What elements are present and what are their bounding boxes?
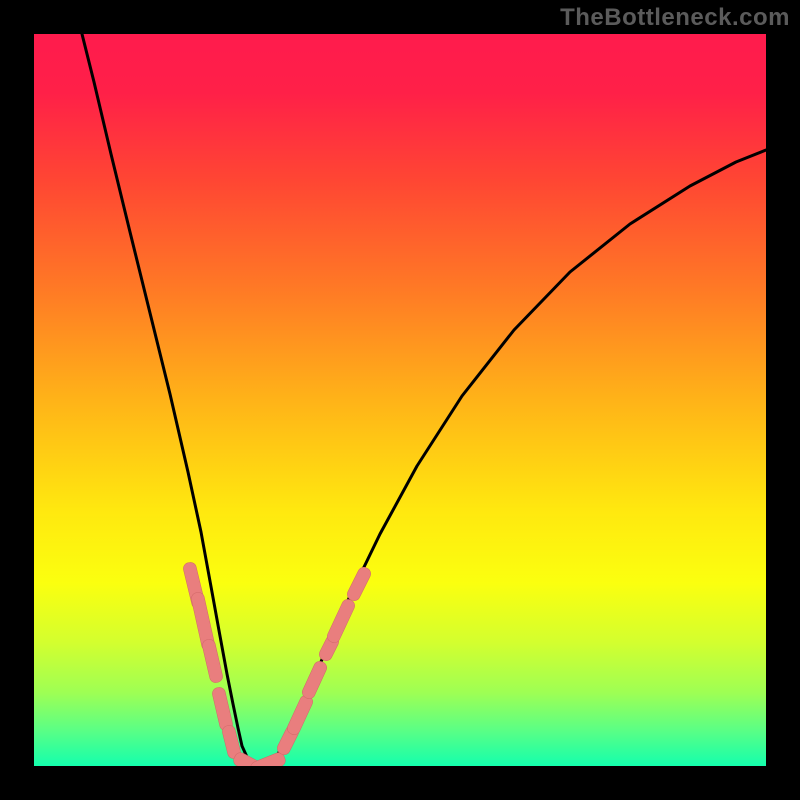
- canvas-root: TheBottleneck.com: [0, 0, 800, 800]
- chart-plot-area: [34, 34, 766, 766]
- watermark-text: TheBottleneck.com: [560, 4, 790, 32]
- curve-marker: [345, 565, 372, 602]
- bottleneck-v-curve: [82, 34, 766, 765]
- curve-marker: [285, 693, 314, 736]
- curve-marker: [325, 597, 356, 644]
- chart-svg-layer: [34, 34, 766, 766]
- curve-marker: [300, 659, 328, 700]
